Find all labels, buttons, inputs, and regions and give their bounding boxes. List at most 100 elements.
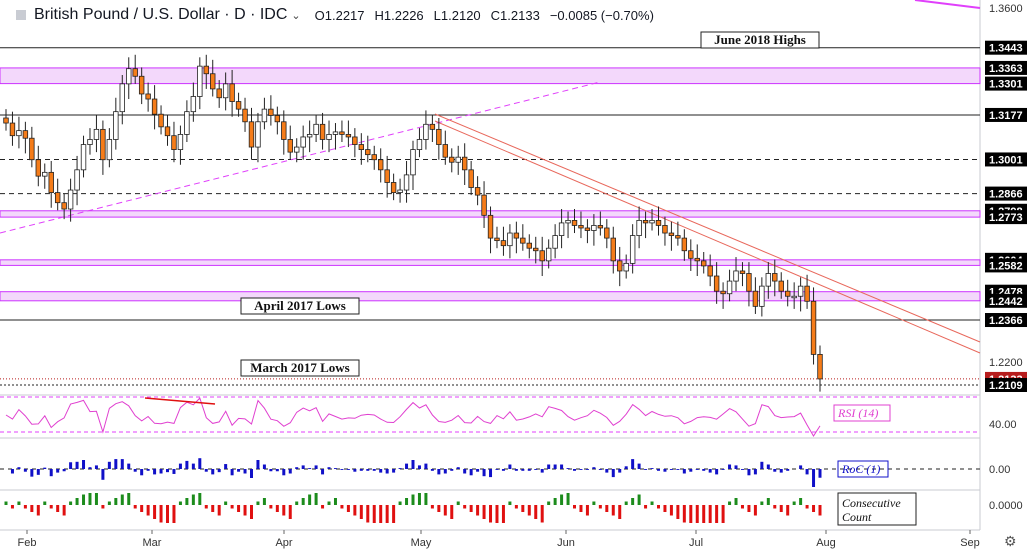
candle-body bbox=[74, 169, 80, 191]
candle-body bbox=[145, 93, 151, 100]
falling-trend-line-lower bbox=[434, 120, 981, 354]
candle-body bbox=[48, 171, 54, 193]
candle-body bbox=[526, 242, 532, 249]
gear-icon[interactable]: ⚙ bbox=[1004, 533, 1017, 549]
change-value: −0.0085 (−0.70%) bbox=[549, 7, 654, 23]
price-tag-label: 1.3001 bbox=[989, 154, 1023, 166]
price-tag-box bbox=[985, 293, 1027, 308]
price-tag-label: 1.2442 bbox=[989, 296, 1023, 308]
candle-body bbox=[791, 295, 797, 299]
time-label: Feb bbox=[18, 537, 37, 549]
candle-body bbox=[726, 280, 733, 295]
candle-body bbox=[87, 139, 93, 145]
annotation-box bbox=[240, 297, 360, 315]
candle-body bbox=[100, 128, 106, 161]
candle-body bbox=[681, 237, 688, 252]
candle-body bbox=[520, 237, 526, 244]
candle-body bbox=[248, 121, 255, 148]
candle-body bbox=[571, 219, 578, 226]
chart-grid bbox=[0, 0, 981, 531]
candle-body bbox=[281, 121, 287, 140]
candle-body bbox=[158, 113, 164, 128]
price-tag-label: 1.3363 bbox=[989, 63, 1023, 75]
roc-axis-label: 0.00 bbox=[989, 464, 1010, 476]
candle-body bbox=[390, 182, 397, 193]
candle-body bbox=[468, 169, 474, 188]
zone-band bbox=[0, 259, 981, 266]
candle-body bbox=[255, 121, 261, 148]
candle-body bbox=[707, 265, 713, 277]
time-label: Jul bbox=[689, 537, 703, 549]
consecutive-label-box bbox=[837, 492, 917, 526]
candle-body bbox=[365, 149, 371, 156]
consecutive-axis-label: 0.0000 bbox=[989, 500, 1023, 512]
zone-band bbox=[0, 67, 981, 85]
candle-body bbox=[410, 149, 416, 176]
chevron-down-icon[interactable]: ⌄ bbox=[291, 9, 301, 22]
candle-body bbox=[294, 146, 300, 153]
candle-body bbox=[804, 285, 810, 302]
price-tag-label: 1.2366 bbox=[989, 315, 1023, 327]
price-tag-box bbox=[985, 107, 1027, 122]
candle-body bbox=[668, 232, 675, 236]
candle-body bbox=[584, 227, 591, 231]
candle-body bbox=[545, 247, 552, 262]
price-tag-box bbox=[985, 40, 1027, 55]
symbol-title[interactable]: British Pound / U.S. Dollar · D · IDC bbox=[34, 6, 288, 23]
rsi-axis-label: 40.00 bbox=[989, 419, 1017, 431]
candle-body bbox=[190, 96, 197, 113]
candle-body bbox=[533, 247, 539, 252]
candle-body bbox=[591, 225, 597, 231]
time-axis: Feb Mar Apr May Jun Jul Aug Sep ⚙ bbox=[18, 530, 1017, 549]
candle-body bbox=[746, 273, 752, 292]
candle-body bbox=[313, 123, 319, 135]
candle-body bbox=[106, 139, 113, 161]
candle-body bbox=[54, 192, 61, 204]
consecutive-label-line1: Consecutive bbox=[842, 496, 901, 510]
candle-body bbox=[3, 117, 9, 124]
candle-body bbox=[455, 156, 461, 163]
candle-body bbox=[810, 300, 817, 355]
candle-body bbox=[701, 260, 707, 267]
candle-body bbox=[229, 83, 235, 102]
candle-body bbox=[449, 156, 455, 163]
candle-body bbox=[694, 257, 700, 262]
candle-body bbox=[210, 73, 216, 90]
annotation-box bbox=[240, 359, 360, 377]
high-value: H1.2226 bbox=[374, 7, 424, 23]
candle-body bbox=[494, 237, 500, 242]
price-tag-box bbox=[985, 152, 1027, 167]
trend-lines bbox=[0, 0, 981, 354]
collapse-icon[interactable] bbox=[16, 10, 26, 20]
candle-body bbox=[42, 171, 48, 177]
open-value: O1.2217 bbox=[314, 7, 365, 23]
candle-body bbox=[797, 285, 804, 297]
candle-body bbox=[778, 280, 784, 292]
price-tag-box bbox=[985, 76, 1027, 91]
candle-body bbox=[675, 235, 681, 239]
zone-band bbox=[0, 291, 981, 302]
candle-body bbox=[326, 134, 332, 140]
candle-body bbox=[242, 108, 248, 123]
candle-body bbox=[377, 159, 384, 171]
rsi-line bbox=[5, 397, 821, 437]
candle-body bbox=[500, 240, 507, 247]
candle-body bbox=[655, 219, 662, 226]
candle-body bbox=[332, 131, 339, 135]
candle-body bbox=[61, 202, 67, 210]
candle-body bbox=[138, 75, 145, 95]
candle-body bbox=[300, 136, 306, 148]
candle-body bbox=[565, 219, 571, 224]
rsi-label-box bbox=[833, 404, 891, 422]
candle-body bbox=[629, 235, 636, 264]
price-tag-box bbox=[985, 313, 1027, 328]
candle-body bbox=[720, 290, 726, 295]
candle-body bbox=[306, 134, 313, 138]
rsi-label: RSI (14) bbox=[837, 406, 878, 420]
candle-body bbox=[487, 214, 494, 239]
candle-body bbox=[67, 189, 74, 210]
candle-body bbox=[371, 154, 377, 161]
candle-body bbox=[759, 285, 765, 307]
price-tag-box bbox=[985, 378, 1027, 392]
